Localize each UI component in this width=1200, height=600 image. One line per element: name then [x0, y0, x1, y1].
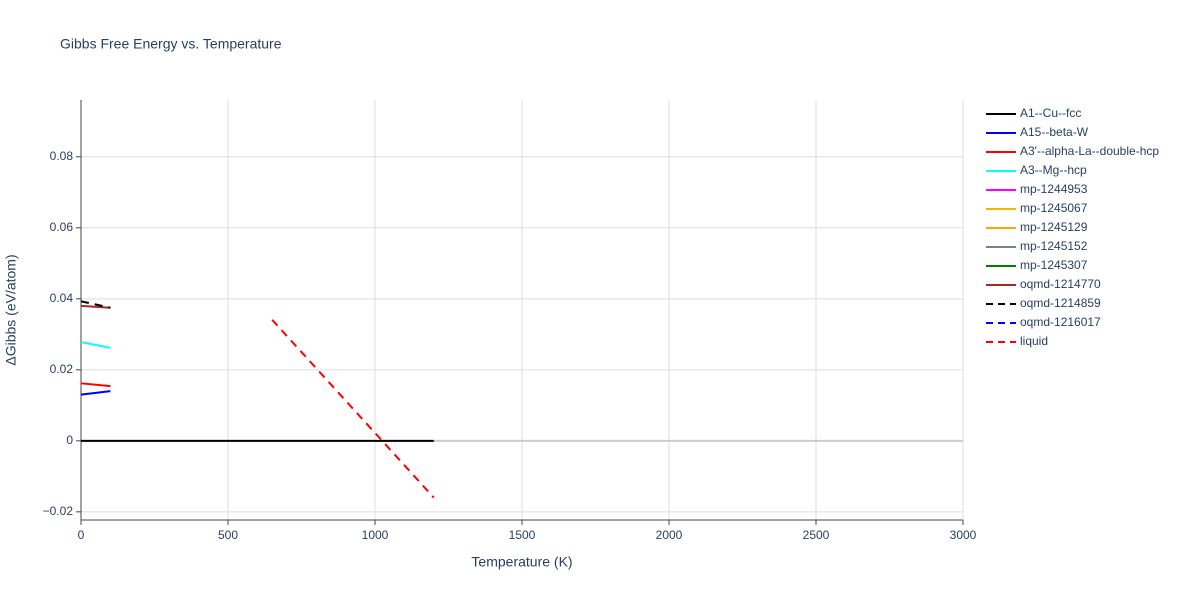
legend-label: A3'--alpha-La--double-hcp: [1020, 144, 1159, 158]
x-axis-label: Temperature (K): [471, 554, 572, 570]
legend-label: liquid: [1020, 334, 1048, 348]
y-tick-label: −0.02: [43, 504, 74, 518]
y-tick-label: 0.02: [50, 362, 74, 376]
series-line: [80, 304, 111, 309]
series-line: [80, 300, 111, 309]
x-tick-label: 3000: [950, 528, 977, 542]
legend-label: mp-1245307: [1020, 258, 1088, 272]
x-tick-label: 1500: [509, 528, 536, 542]
series-line: [271, 319, 435, 499]
legend-label: A1--Cu--fcc: [1020, 106, 1081, 120]
legend-label: oqmd-1216017: [1020, 315, 1101, 329]
legend-label: mp-1245067: [1020, 201, 1088, 215]
legend-label: A15--beta-W: [1020, 125, 1089, 139]
y-tick-label: 0: [66, 433, 73, 447]
legend-label: A3--Mg--hcp: [1020, 163, 1087, 177]
y-axis-label: ΔGibbs (eV/atom): [3, 254, 19, 365]
x-tick-label: 2500: [803, 528, 830, 542]
y-tick-label: 0.04: [50, 291, 74, 305]
legend-label: mp-1244953: [1020, 182, 1088, 196]
y-tick-label: 0.06: [50, 220, 74, 234]
legend-label: oqmd-1214859: [1020, 296, 1101, 310]
series-line: [80, 382, 111, 388]
series-line: [80, 390, 111, 396]
legend-label: mp-1245129: [1020, 220, 1088, 234]
x-tick-label: 500: [218, 528, 238, 542]
x-tick-label: 0: [78, 528, 85, 542]
chart-title: Gibbs Free Energy vs. Temperature: [60, 36, 282, 52]
x-tick-label: 1000: [362, 528, 389, 542]
legend-label: mp-1245152: [1020, 239, 1088, 253]
legend-label: oqmd-1214770: [1020, 277, 1101, 291]
series-line: [80, 341, 111, 349]
y-tick-label: 0.08: [50, 149, 74, 163]
x-tick-label: 2000: [656, 528, 683, 542]
